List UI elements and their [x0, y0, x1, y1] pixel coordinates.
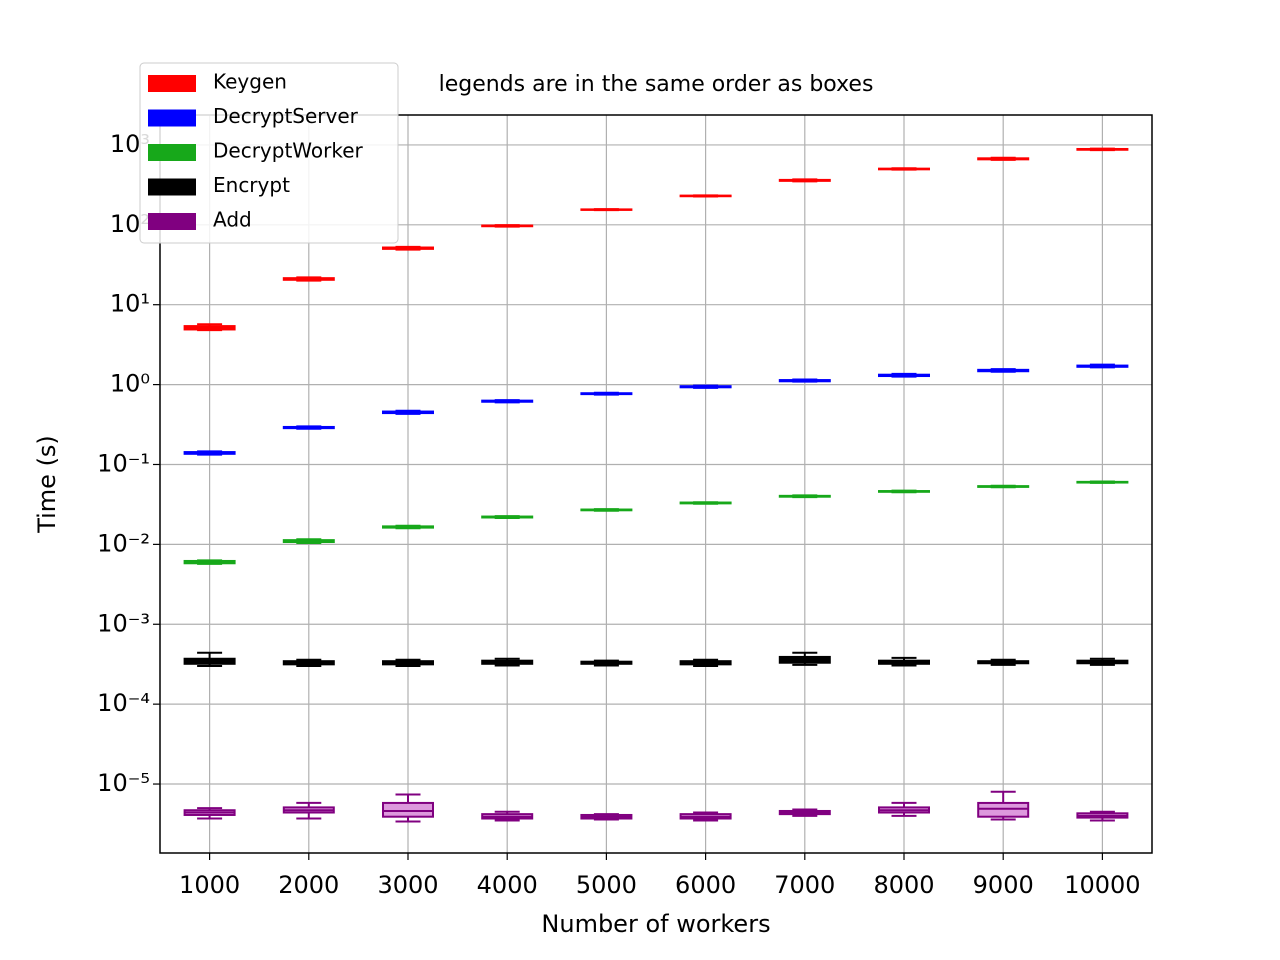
- x-tick-label: 9000: [973, 871, 1034, 899]
- box-plot: [1076, 147, 1129, 152]
- chart-title: legends are in the same order as boxes: [439, 72, 874, 97]
- box-plot: [679, 194, 732, 198]
- legend-label: DecryptWorker: [213, 139, 364, 163]
- box-plot: [1076, 480, 1129, 484]
- box-plot: [481, 515, 534, 519]
- box-plot: [183, 323, 236, 332]
- box: [977, 801, 1030, 818]
- box-plot: [1076, 657, 1129, 666]
- x-axis-label: Number of workers: [541, 910, 770, 938]
- legend-swatch: [148, 109, 196, 127]
- box-plot: [778, 494, 831, 499]
- x-tick-label: 10000: [1064, 871, 1140, 899]
- box-plot: [778, 378, 831, 383]
- box-plot: [878, 801, 930, 817]
- box-plot: [282, 276, 335, 282]
- box: [382, 801, 434, 818]
- box-plot: [679, 658, 732, 668]
- legend-swatch: [148, 75, 196, 92]
- box-plot: [481, 399, 534, 404]
- box-plot: [977, 658, 1030, 666]
- x-tick-label: 6000: [675, 871, 736, 899]
- box-plot: [878, 656, 930, 667]
- box-plot: [282, 538, 335, 545]
- y-tick-label: 10⁻³: [97, 609, 150, 637]
- box-plot: [679, 501, 732, 505]
- box-plot: [481, 224, 534, 228]
- y-axis-label: Time (s): [33, 435, 61, 534]
- box-plot: [382, 409, 434, 415]
- legend-label: Keygen: [213, 70, 287, 94]
- y-tick-label: 10⁻²: [97, 529, 150, 557]
- box-plot: [183, 651, 236, 668]
- box-plot: [282, 801, 335, 820]
- box-plot: [580, 508, 633, 512]
- box-plot: [580, 659, 633, 667]
- box-plot: [481, 810, 534, 822]
- box-plot: [282, 425, 335, 430]
- box-plot: [878, 372, 930, 378]
- y-tick-label: 10⁻⁵: [97, 769, 150, 797]
- box-plot: [977, 484, 1030, 489]
- box-plot: [183, 450, 236, 456]
- y-tick-label: 10⁻¹: [97, 449, 150, 477]
- legend-swatch: [148, 178, 196, 196]
- box-plot: [1076, 810, 1129, 822]
- box-plot: [778, 808, 831, 817]
- plot-frame: [159, 114, 1153, 854]
- box-plot: [878, 489, 930, 494]
- y-tick-label: 10¹: [110, 290, 150, 318]
- legend-label: Encrypt: [213, 173, 290, 197]
- y-tick-label: 10⁰: [110, 370, 150, 398]
- x-tick-label: 8000: [873, 871, 934, 899]
- legend-label: DecryptServer: [213, 104, 359, 128]
- legend-swatch: [148, 213, 196, 230]
- box-plot: [778, 178, 831, 183]
- x-tick-label: 4000: [477, 871, 538, 899]
- box-plot: [382, 658, 434, 668]
- box-plot: [382, 245, 434, 251]
- x-tick-label: 3000: [377, 871, 438, 899]
- box-plot: [481, 657, 534, 667]
- y-tick-label: 10⁻⁴: [97, 689, 150, 717]
- box-plot: [580, 813, 633, 821]
- box-plot: [382, 793, 434, 823]
- box-plot: [977, 790, 1030, 821]
- box-plot: [580, 391, 633, 396]
- x-tick-label: 7000: [774, 871, 835, 899]
- box-plot: [382, 524, 434, 530]
- box-plot: [679, 384, 732, 389]
- box-plot: [183, 559, 236, 565]
- box-plot: [878, 167, 930, 171]
- x-tick-label: 1000: [179, 871, 240, 899]
- x-tick-label: 2000: [278, 871, 339, 899]
- box-plot: [282, 658, 335, 668]
- legend-label: Add: [213, 208, 252, 232]
- legend: Keygen DecryptServer DecryptWorker Encrypt A…: [139, 62, 399, 244]
- box-plot: [580, 208, 633, 212]
- box-plot: [977, 368, 1030, 373]
- box-plot: [1076, 363, 1129, 369]
- box-plot: [977, 156, 1030, 161]
- box-plot: [778, 651, 831, 666]
- box-plot: [183, 807, 236, 820]
- box-plot: [679, 811, 732, 822]
- legend-frame: [139, 62, 399, 244]
- legend-swatch: [148, 144, 196, 161]
- x-tick-label: 5000: [576, 871, 637, 899]
